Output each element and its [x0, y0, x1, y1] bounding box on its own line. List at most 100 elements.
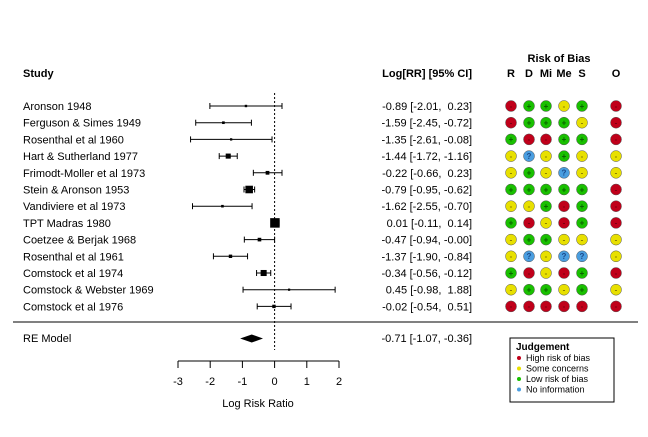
rob-glyph: +	[580, 269, 585, 278]
study-row: Rosenthal et al 1961 -1.37 [-1.90, -0.84]…	[23, 250, 622, 263]
rob-dot-some	[540, 267, 552, 279]
rob-glyph: -	[510, 169, 513, 178]
study-rows: Aronson 1948 -0.89 [-2.01, 0.23] - + + - + -Fer…	[23, 100, 622, 313]
rob-glyph: -	[510, 202, 513, 211]
rob-dot-some	[610, 250, 622, 263]
rob-dot-high	[610, 200, 622, 212]
rob-glyph: +	[527, 235, 532, 244]
header-estimate: Log[RR] [95% CI]	[382, 68, 472, 80]
rob-glyph: -	[563, 235, 566, 244]
rob-glyph: +	[544, 185, 549, 194]
estimate-text: -0.79 [-0.95, -0.62]	[382, 185, 473, 197]
rob-dot-low	[505, 217, 517, 229]
rob-dot-noinfo	[558, 167, 570, 179]
rob-dot-some	[505, 233, 517, 246]
rob-dot-high	[610, 116, 622, 129]
legend-box	[509, 337, 615, 403]
study-row: Comstock et al 1974 -0.34 [-0.56, -0.12] +…	[23, 267, 622, 280]
rob-dot-high	[576, 300, 588, 313]
rob-dot-some	[540, 150, 552, 162]
rob-dot-low	[505, 133, 517, 146]
rob-dot-low	[576, 100, 588, 112]
rob-dot-some	[610, 150, 622, 162]
rob-glyph: ?	[527, 252, 532, 261]
estimate-text: -0.34 [-0.56, -0.12]	[382, 268, 473, 280]
estimate-text: -1.37 [-1.90, -0.84]	[382, 251, 473, 263]
study-row: TPT Madras 1980 0.01 [-0.11, 0.14] + - - - + -	[23, 217, 622, 230]
rob-dot-some	[505, 200, 517, 212]
rob-header-d: D	[525, 68, 533, 80]
study-row: Comstock et al 1976 -0.02 [-0.54, 0.51] - -…	[23, 300, 622, 313]
rob-glyph: +	[527, 169, 532, 178]
point-estimate	[270, 218, 280, 228]
rob-glyph: +	[527, 102, 532, 111]
rob-dot-high	[610, 183, 622, 196]
rob-glyph: -	[615, 302, 618, 311]
rob-header-mi: Mi	[540, 68, 552, 80]
rob-dot-some	[576, 233, 588, 246]
rob-glyph: -	[615, 135, 618, 144]
rob-glyph: +	[509, 219, 514, 228]
rob-dot-low	[505, 267, 517, 279]
rob-glyph: +	[527, 185, 532, 194]
point-estimate	[245, 185, 253, 194]
rob-dot-low	[558, 116, 570, 129]
rob-dot-low	[558, 183, 570, 196]
point-estimate	[260, 269, 267, 277]
rob-dot-low	[523, 183, 535, 196]
study-name: Vandiviere et al 1973	[23, 201, 126, 213]
legend-swatch-low	[517, 377, 521, 381]
point-estimate	[257, 237, 262, 242]
rob-glyph: -	[528, 269, 531, 278]
rob-glyph: ?	[562, 252, 567, 261]
study-name: Hart & Sutherland 1977	[23, 151, 138, 163]
rob-dot-low	[523, 116, 535, 129]
rob-glyph: -	[528, 202, 531, 211]
rob-dot-low	[558, 133, 570, 146]
rob-glyph: -	[563, 102, 566, 111]
rob-glyph: -	[510, 235, 513, 244]
rob-glyph: -	[615, 185, 618, 194]
rob-dot-high	[610, 100, 622, 112]
x-axis-label: Log Risk Ratio	[222, 398, 294, 410]
rob-glyph: -	[615, 269, 618, 278]
rob-dot-low	[576, 133, 588, 146]
study-name: Ferguson & Simes 1949	[23, 118, 141, 130]
rob-dot-low	[540, 283, 552, 296]
rob-dot-some	[576, 116, 588, 129]
rob-glyph: -	[581, 302, 584, 311]
study-name: Rosenthal et al 1961	[23, 251, 124, 263]
rob-glyph: -	[581, 169, 584, 178]
estimate-text: -0.47 [-0.94, -0.00]	[382, 235, 473, 247]
point-estimate	[287, 288, 291, 291]
rob-glyph: -	[528, 302, 531, 311]
rob-glyph: +	[527, 286, 532, 295]
estimate-text: -1.44 [-1.72, -1.16]	[382, 151, 473, 163]
rob-dot-high	[610, 300, 622, 313]
study-row: Coetzee & Berjak 1968 -0.47 [-0.94, -0.00…	[23, 233, 622, 247]
rob-dot-high	[540, 300, 552, 313]
rob-glyph: -	[581, 119, 584, 128]
study-row: Vandiviere et al 1973 -1.62 [-2.55, -0.70…	[23, 200, 622, 213]
rob-dot-some	[610, 233, 622, 246]
study-name: TPT Madras 1980	[23, 218, 111, 230]
rob-dot-high	[610, 133, 622, 146]
rob-glyph: +	[544, 119, 549, 128]
legend-entry-low: Low risk of bias	[526, 374, 589, 384]
rob-glyph: +	[580, 286, 585, 295]
rob-glyph: -	[581, 152, 584, 161]
study-row: Aronson 1948 -0.89 [-2.01, 0.23] - + + - + -	[23, 100, 622, 113]
rob-header-s: S	[578, 68, 585, 80]
rob-glyph: +	[580, 219, 585, 228]
point-estimate	[272, 304, 276, 309]
rob-dot-noinfo	[523, 150, 535, 162]
rob-glyph: -	[581, 235, 584, 244]
rob-glyph: +	[509, 185, 514, 194]
legend-swatch-high	[517, 356, 521, 360]
x-tick-label: -3	[173, 376, 183, 388]
study-name: Comstock et al 1974	[23, 268, 123, 280]
rob-dot-some	[523, 200, 535, 212]
rob-glyph: +	[509, 269, 514, 278]
